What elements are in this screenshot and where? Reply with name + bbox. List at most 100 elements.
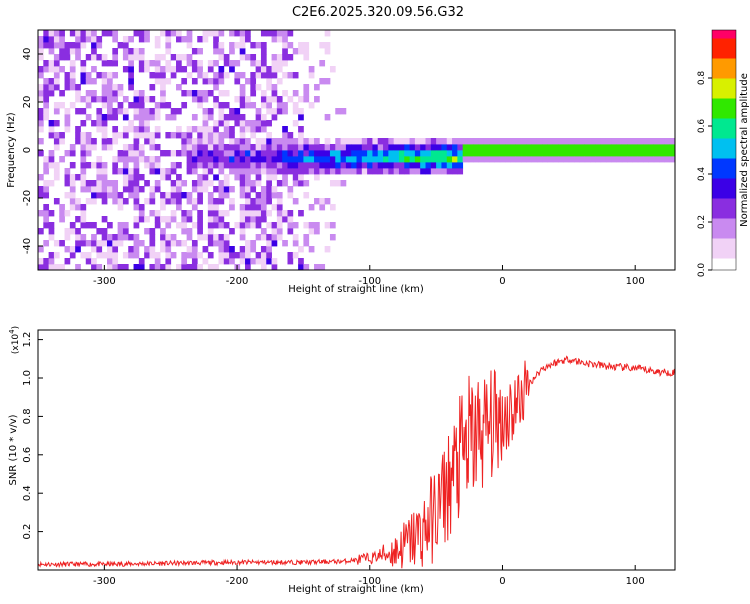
spectrogram-cell	[85, 240, 92, 247]
spectrogram-cell	[234, 252, 241, 259]
spectrogram-cell	[160, 30, 166, 37]
spectrogram-cell	[186, 144, 193, 151]
spectrogram-cell	[351, 150, 357, 157]
spectrogram-cell	[494, 150, 501, 157]
spectrogram-cell	[526, 150, 533, 157]
spectrogram-cell	[621, 138, 628, 145]
spectrogram-cell	[133, 174, 140, 181]
spectrogram-cell	[112, 84, 119, 91]
spectrogram-cell	[101, 216, 108, 223]
spectrogram-cell	[271, 168, 278, 175]
spectrogram-cell	[229, 156, 235, 163]
spectrogram-cell	[133, 216, 140, 223]
spectrogram-cell	[128, 78, 134, 85]
spectrogram-cell	[298, 174, 304, 181]
spectrogram-cell	[117, 204, 124, 211]
spectrogram-y-tick-label: -20	[22, 190, 33, 206]
spectrogram-cell	[409, 168, 416, 175]
spectrogram-cell	[298, 138, 304, 145]
spectrogram-cell	[563, 144, 570, 151]
spectrogram-cell	[245, 264, 251, 271]
spectrogram-cell	[85, 36, 92, 43]
spectrogram-cell	[53, 240, 60, 247]
spectrogram-cell	[547, 156, 554, 163]
spectrogram-cell	[515, 144, 522, 151]
spectrogram-cell	[48, 222, 55, 229]
spectrogram-cell	[250, 162, 257, 169]
spectrogram-cell	[234, 96, 241, 103]
spectrogram-cell	[91, 78, 97, 85]
spectrogram-cell	[213, 234, 219, 241]
spectrogram-cell	[393, 138, 400, 145]
spectrogram-cell	[260, 198, 267, 205]
spectrogram-cell	[436, 156, 442, 163]
spectrogram-cell	[218, 120, 225, 127]
spectrogram-cell	[176, 186, 182, 193]
spectrogram-cell	[536, 156, 543, 163]
spectrogram-cell	[122, 150, 129, 157]
spectrogram-cell	[53, 168, 60, 175]
spectrogram-cell	[234, 42, 241, 49]
spectrogram-cell	[107, 186, 113, 193]
spectrogram-cell	[298, 246, 304, 253]
spectrogram-cell	[59, 264, 65, 271]
spectrogram-cell	[260, 48, 267, 55]
spectrogram-cell	[64, 42, 71, 49]
spectrogram-cell	[43, 156, 50, 163]
spectrogram-cell	[260, 258, 267, 265]
spectrogram-cell	[430, 144, 437, 151]
snr-x-label: Height of straight line (km)	[288, 584, 424, 595]
spectrogram-cell	[260, 144, 267, 151]
spectrogram-cell	[154, 78, 161, 85]
spectrogram-cell	[213, 120, 219, 127]
spectrogram-cell	[191, 156, 198, 163]
spectrogram-cell	[245, 186, 251, 193]
spectrogram-cell	[282, 60, 288, 67]
colorbar-cell	[712, 110, 736, 115]
spectrogram-cell	[138, 36, 145, 43]
spectrogram-cell	[64, 54, 71, 61]
spectrogram-cell	[138, 114, 145, 121]
spectrogram-cell	[287, 144, 294, 151]
spectrogram-cell	[160, 102, 166, 109]
spectrogram-cell	[574, 144, 580, 151]
spectrogram-cell	[186, 210, 193, 217]
spectrogram-cell	[91, 222, 97, 229]
spectrogram-cell	[292, 180, 299, 187]
spectrogram-cell	[425, 156, 432, 163]
spectrogram-cell	[207, 114, 214, 121]
spectrogram-cell	[223, 54, 230, 61]
spectrogram-cell	[314, 168, 320, 175]
spectrogram-cell	[85, 252, 92, 259]
spectrogram-cell	[420, 150, 426, 157]
spectrogram-cell	[329, 168, 336, 175]
spectrogram-cell	[75, 228, 81, 235]
colorbar-cell	[712, 262, 736, 267]
spectrogram-cell	[138, 186, 145, 193]
spectrogram-cell	[149, 108, 156, 115]
spectrogram-cell	[218, 198, 225, 205]
spectrogram-cell	[160, 264, 166, 271]
spectrogram-cell	[239, 120, 246, 127]
spectrogram-cell	[319, 42, 326, 49]
spectrogram-cell	[80, 36, 87, 43]
spectrogram-cell	[80, 234, 87, 241]
spectrogram-cell	[282, 102, 288, 109]
spectrogram-cell	[245, 120, 251, 127]
spectrogram-cell	[260, 120, 267, 127]
colorbar-ticks: 0.00.20.40.60.8	[697, 71, 712, 277]
spectrogram-cell	[122, 132, 129, 139]
spectrogram-cell	[239, 96, 246, 103]
spectrogram-cell	[287, 192, 294, 199]
spectrogram-cell	[276, 222, 283, 229]
spectrogram-cell	[197, 126, 203, 133]
spectrogram-cell	[351, 156, 357, 163]
spectrogram-cell	[122, 48, 129, 55]
spectrogram-cell	[515, 156, 522, 163]
spectrogram-cell	[388, 156, 395, 163]
spectrogram-cell	[101, 114, 108, 121]
spectrogram-cell	[632, 138, 639, 145]
spectrogram-cell	[223, 252, 230, 259]
colorbar-cell	[712, 194, 736, 199]
spectrogram-cell	[308, 162, 315, 169]
